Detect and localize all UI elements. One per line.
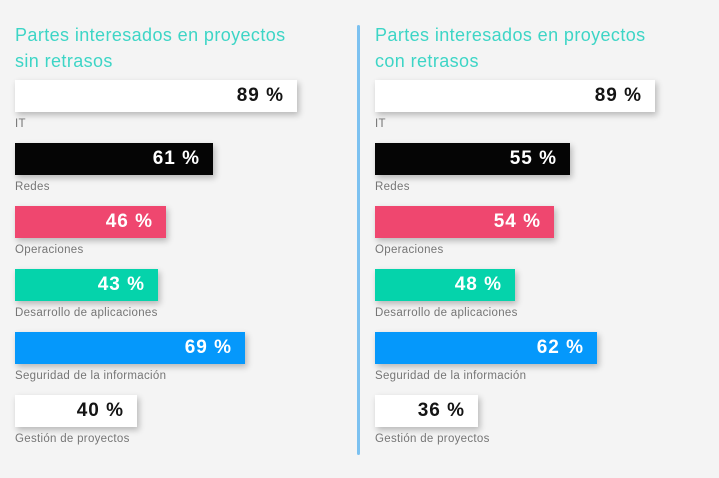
bar: 89 % [375, 80, 655, 112]
bar: 48 % [375, 269, 515, 301]
bar-category-label: Operaciones [375, 244, 444, 256]
bar: 43 % [15, 269, 158, 301]
bar: 55 % [375, 143, 570, 175]
bar: 89 % [15, 80, 297, 112]
bar: 69 % [15, 332, 245, 364]
bar-value-label: 61 % [152, 148, 200, 169]
bar-category-label: Desarrollo de aplicaciones [15, 307, 158, 319]
chart-title-with-delays: Partes interesados en proyectos con retr… [375, 25, 646, 71]
bar-row: 55 % Redes [375, 143, 719, 194]
bar-value-label: 36 % [417, 400, 465, 421]
bar-category-label: Gestión de proyectos [15, 433, 130, 445]
panel-projects-with-delays: Partes interesados en proyectos con retr… [360, 0, 719, 478]
bar-category-label: Seguridad de la información [375, 370, 527, 382]
bar-category-label: Desarrollo de aplicaciones [375, 307, 518, 319]
bar-row: 89 % IT [15, 80, 357, 131]
bar-chart-with-delays: 89 % IT 55 % Redes 54 % Operaciones 48 % Desarr… [375, 80, 719, 446]
bar-value-label: 89 % [236, 85, 284, 106]
bar: 36 % [375, 395, 478, 427]
vertical-divider [357, 25, 360, 455]
bar-row: 54 % Operaciones [375, 206, 719, 257]
bar-category-label: Redes [15, 181, 50, 193]
bar-category-label: Gestión de proyectos [375, 433, 490, 445]
bar-category-label: IT [15, 118, 26, 130]
bar: 40 % [15, 395, 137, 427]
bar-value-label: 69 % [184, 337, 232, 358]
panel-projects-without-delays: Partes interesados en proyectos sin retr… [0, 0, 357, 478]
bar-row: 40 % Gestión de proyectos [15, 395, 357, 446]
bar-row: 61 % Redes [15, 143, 357, 194]
bar-value-label: 89 % [594, 85, 642, 106]
bar-category-label: IT [375, 118, 386, 130]
bar: 61 % [15, 143, 213, 175]
bar: 46 % [15, 206, 166, 238]
bar-value-label: 43 % [97, 274, 145, 295]
bar-row: 89 % IT [375, 80, 719, 131]
chart-title-without-delays: Partes interesados en proyectos sin retr… [15, 25, 286, 71]
bar: 62 % [375, 332, 597, 364]
bar-row: 36 % Gestión de proyectos [375, 395, 719, 446]
bar-value-label: 40 % [76, 400, 124, 421]
bar-row: 43 % Desarrollo de aplicaciones [15, 269, 357, 320]
bar-row: 69 % Seguridad de la información [15, 332, 357, 383]
bar-value-label: 46 % [105, 211, 153, 232]
bar-category-label: Operaciones [15, 244, 84, 256]
bar-value-label: 48 % [454, 274, 502, 295]
bar-category-label: Seguridad de la información [15, 370, 167, 382]
bar-value-label: 62 % [536, 337, 584, 358]
bar-row: 48 % Desarrollo de aplicaciones [375, 269, 719, 320]
bar-value-label: 55 % [509, 148, 557, 169]
bar-row: 62 % Seguridad de la información [375, 332, 719, 383]
bar-category-label: Redes [375, 181, 410, 193]
bar-value-label: 54 % [493, 211, 541, 232]
bar: 54 % [375, 206, 554, 238]
bar-chart-without-delays: 89 % IT 61 % Redes 46 % Operaciones 43 % Desarr… [15, 80, 357, 446]
bar-row: 46 % Operaciones [15, 206, 357, 257]
